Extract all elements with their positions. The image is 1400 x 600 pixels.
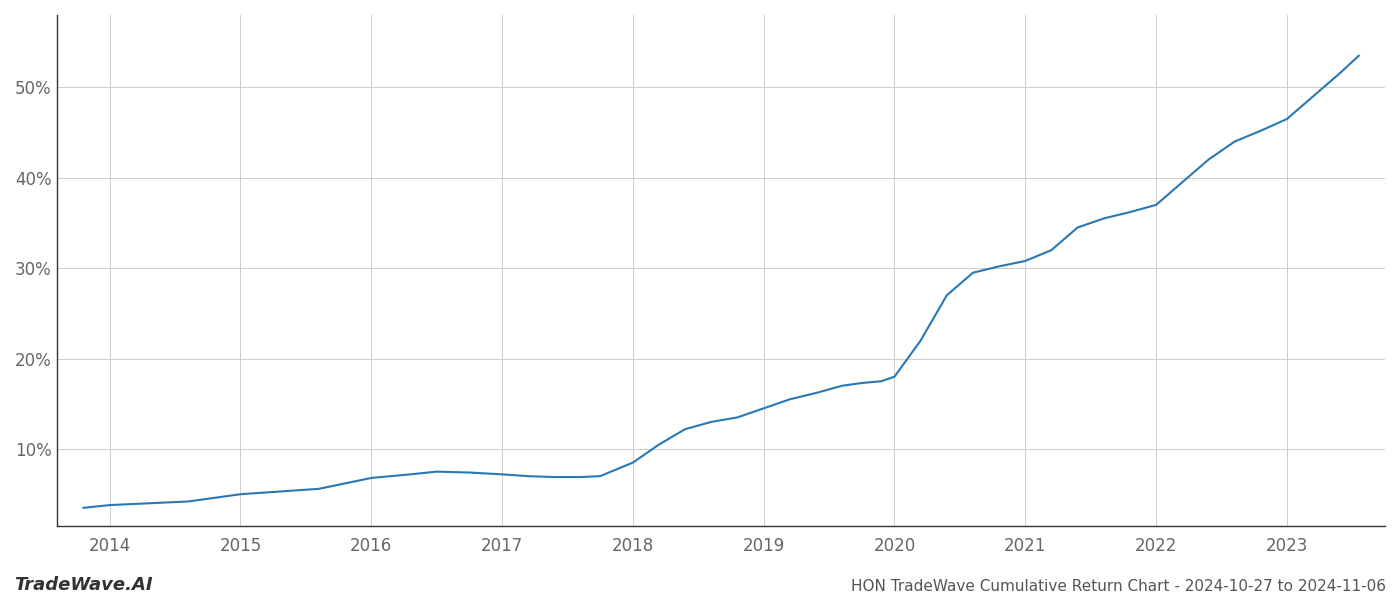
Text: HON TradeWave Cumulative Return Chart - 2024-10-27 to 2024-11-06: HON TradeWave Cumulative Return Chart - … — [851, 579, 1386, 594]
Text: TradeWave.AI: TradeWave.AI — [14, 576, 153, 594]
